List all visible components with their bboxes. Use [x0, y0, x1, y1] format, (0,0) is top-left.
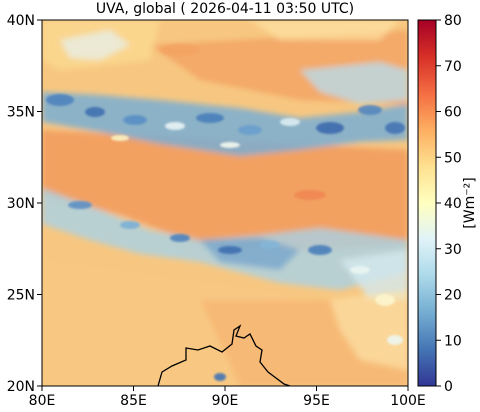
x-axis: 80E 85E 90E 95E 100E — [29, 386, 426, 409]
colorbar-tick-label: 10 — [444, 333, 462, 349]
colorbar-tick-label: 80 — [444, 13, 462, 29]
x-tick-label: 80E — [29, 393, 56, 409]
uva-field — [42, 20, 408, 386]
colorbar-tick-label: 60 — [444, 105, 462, 121]
colorbar-tick-label: 50 — [444, 150, 462, 166]
x-tick-label: 100E — [390, 393, 426, 409]
colorbar-tick-label: 20 — [444, 288, 462, 304]
y-tick-label: 25N — [7, 288, 35, 304]
y-tick-label: 40N — [7, 13, 35, 29]
y-tick-label: 20N — [7, 379, 35, 395]
y-tick-label: 35N — [7, 105, 35, 121]
colorbar — [417, 19, 437, 387]
x-tick-label: 90E — [212, 393, 239, 409]
y-tick-label: 30N — [7, 196, 35, 212]
coastline — [157, 324, 291, 386]
colorbar-tick-label: 40 — [444, 196, 462, 212]
map-title: UVA, global ( 2026-04-11 03:50 UTC) — [95, 1, 355, 17]
x-tick-label: 85E — [120, 393, 147, 409]
colorbar-tick-label: 30 — [444, 242, 462, 258]
colorbar-tick-label: 0 — [444, 379, 453, 395]
y-axis: 20N 25N 30N 35N 40N — [7, 13, 42, 395]
x-tick-label: 95E — [303, 393, 330, 409]
colorbar-label: [Wm⁻²] — [462, 177, 478, 228]
colorbar-tick-label: 70 — [444, 59, 462, 75]
colorbar-ticks: 0 10 20 30 40 50 60 70 80 — [436, 13, 462, 395]
